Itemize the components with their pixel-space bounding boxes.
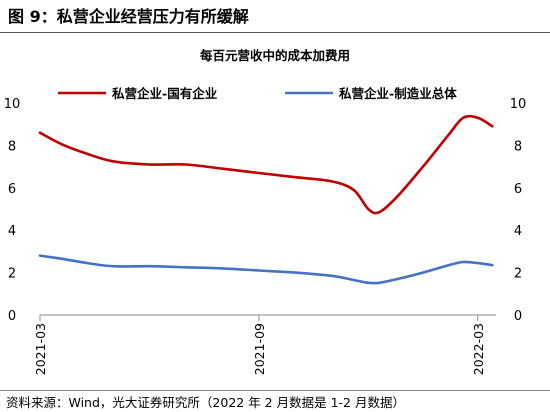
y-left-tick-label-5: 10 xyxy=(4,97,21,112)
y-left-tick-label-2: 4 xyxy=(8,224,16,239)
y-axis-left-ticks: 0 2 4 6 8 10 xyxy=(4,97,21,324)
series-line-private-vs-state xyxy=(38,114,494,215)
y-right-tick-label-5: 10 xyxy=(510,97,527,112)
legend-label-series-1: 私营企业-国有企业 xyxy=(111,86,218,101)
y-right-tick-label-0: 0 xyxy=(514,309,522,324)
y-right-tick-label-2: 4 xyxy=(514,224,522,239)
x-tick-label-1: 2021-09 xyxy=(252,323,267,375)
y-left-tick-label-4: 8 xyxy=(8,139,16,154)
y-axis-right-ticks: 0 2 4 6 8 10 xyxy=(510,97,527,324)
x-tick-label-2: 2022-03 xyxy=(471,323,486,375)
y-right-tick-label-4: 8 xyxy=(514,139,522,154)
y-left-tick-label-3: 6 xyxy=(8,182,16,197)
x-axis-ticks: 2021-03 2021-09 2022-03 xyxy=(33,315,486,375)
y-left-tick-label-1: 2 xyxy=(8,267,16,282)
header-divider xyxy=(0,32,550,33)
chart: 每百元营收中的成本加费用 私营企业-国有企业 私营企业-制造业总体 0 2 4 6 8 1… xyxy=(4,48,527,375)
chart-title: 每百元营收中的成本加费用 xyxy=(200,48,350,63)
x-tick-label-0: 2021-03 xyxy=(33,323,48,375)
figure-title: 图 9：私营企业经营压力有所缓解 xyxy=(8,7,249,26)
y-right-tick-label-3: 6 xyxy=(514,182,522,197)
footer-divider xyxy=(0,390,550,391)
series-line-private-manufacturing xyxy=(38,254,494,285)
source-note: 资料来源：Wind，光大证券研究所（2022 年 2 月数据是 1-2 月数据） xyxy=(6,395,405,410)
y-left-tick-label-0: 0 xyxy=(8,309,16,324)
legend-label-series-2: 私营企业-制造业总体 xyxy=(338,86,457,101)
y-right-tick-label-1: 2 xyxy=(514,267,522,282)
